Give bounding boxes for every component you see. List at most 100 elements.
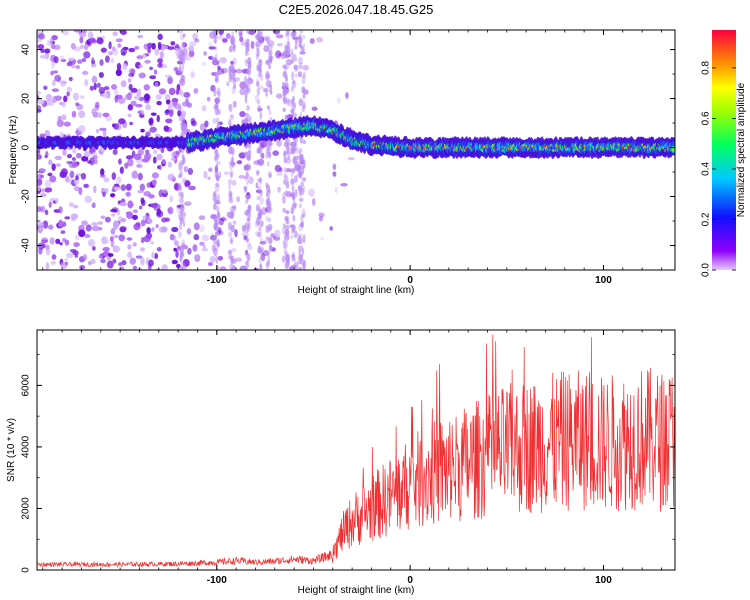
noise-cell	[101, 92, 110, 98]
streak-cell	[244, 60, 249, 67]
streak-cell	[284, 225, 290, 230]
noise-cell	[151, 227, 155, 232]
streak-cell	[298, 61, 303, 69]
noise-cell	[55, 163, 62, 167]
noise-cell	[126, 92, 132, 101]
noise-cell	[37, 173, 43, 180]
streak-cell	[302, 93, 306, 99]
noise-cell	[184, 201, 192, 206]
noise-cell	[70, 64, 76, 69]
noise-cell	[239, 88, 247, 96]
noise-cell	[45, 248, 51, 256]
noise-cell	[223, 171, 230, 175]
streak-cell	[282, 192, 287, 199]
noise-cell	[177, 109, 182, 117]
noise-cell	[178, 116, 184, 122]
streak-cell	[286, 30, 290, 37]
noise-cell	[167, 161, 173, 168]
streak-cell	[228, 250, 232, 257]
noise-cell	[108, 41, 112, 50]
noise-cell	[248, 30, 256, 35]
streak-cell	[291, 254, 296, 259]
noise-cell	[150, 112, 157, 116]
noise-cell	[150, 241, 155, 245]
noise-cell	[188, 41, 197, 47]
streak-cell	[298, 203, 302, 209]
spectrogram-x-ticks: -100 0 100	[42, 30, 662, 286]
streak-cell	[301, 86, 305, 94]
noise-cell	[165, 109, 170, 114]
noise-cell	[259, 241, 267, 245]
noise-cell	[104, 216, 111, 223]
noise-cell	[66, 86, 73, 93]
noise-cell	[112, 245, 120, 253]
streak-cell	[285, 182, 290, 189]
streak-cell	[230, 170, 234, 179]
snr-x-ticks: -100 0 100	[42, 330, 662, 586]
noise-cell	[154, 253, 159, 259]
noise-cell	[133, 94, 141, 101]
streak-cell	[291, 30, 297, 37]
noise-cell	[87, 31, 94, 39]
noise-cell	[137, 189, 144, 194]
noise-cell	[175, 250, 179, 258]
streak-cell	[284, 137, 290, 145]
noise-cell	[122, 46, 129, 51]
streak-cell	[216, 161, 221, 166]
streak-cell	[265, 59, 270, 65]
spectrogram-frame	[36, 29, 676, 271]
noise-cell	[91, 222, 98, 226]
noise-cell	[55, 198, 59, 204]
noise-cell	[250, 40, 255, 49]
streak-cell	[230, 255, 235, 265]
streak-cell	[179, 172, 182, 177]
noise-cell	[144, 154, 151, 162]
noise-cell	[329, 226, 334, 231]
noise-cell	[263, 45, 270, 52]
streak-cell	[247, 205, 252, 210]
streak-cell	[247, 150, 252, 159]
noise-cell	[121, 63, 128, 71]
noise-cell	[42, 243, 46, 248]
streak-cell	[179, 248, 184, 254]
noise-cell	[47, 172, 53, 177]
noise-cell	[120, 80, 127, 88]
streak-cell	[301, 212, 305, 219]
noise-cell	[145, 232, 153, 239]
noise-cell	[110, 208, 118, 213]
noise-cell	[58, 219, 63, 228]
noise-cell	[144, 59, 151, 64]
noise-cell	[96, 82, 101, 88]
noise-cell	[42, 220, 49, 229]
streak-cell	[291, 227, 295, 234]
noise-cell	[217, 65, 221, 71]
noise-cell	[208, 55, 213, 60]
noise-cell	[110, 193, 116, 198]
x-tick-label: 100	[595, 575, 612, 586]
streak-cell	[285, 52, 289, 59]
noise-cell	[50, 260, 56, 265]
streak-cell	[302, 212, 306, 219]
noise-cell	[112, 31, 118, 37]
noise-cell	[136, 88, 142, 97]
noise-cell	[234, 257, 243, 262]
noise-cell	[183, 166, 189, 173]
noise-cell	[119, 166, 124, 174]
streak-cell	[292, 79, 296, 85]
noise-cell	[88, 37, 96, 44]
noise-cell	[145, 149, 150, 155]
streak-cell	[213, 196, 218, 205]
streak-cell	[214, 231, 219, 237]
streak-cell	[244, 112, 250, 117]
x-tick-label: 0	[407, 575, 413, 586]
streak-cell	[232, 84, 237, 90]
streak-cell	[183, 127, 186, 132]
streak-cell	[268, 110, 272, 116]
noise-cell	[311, 106, 318, 111]
band-cell	[671, 148, 675, 152]
noise-cell	[95, 128, 100, 133]
noise-cell	[276, 139, 282, 147]
streak-cell	[265, 216, 270, 222]
streak-cell	[290, 48, 294, 56]
noise-cell	[175, 89, 180, 95]
